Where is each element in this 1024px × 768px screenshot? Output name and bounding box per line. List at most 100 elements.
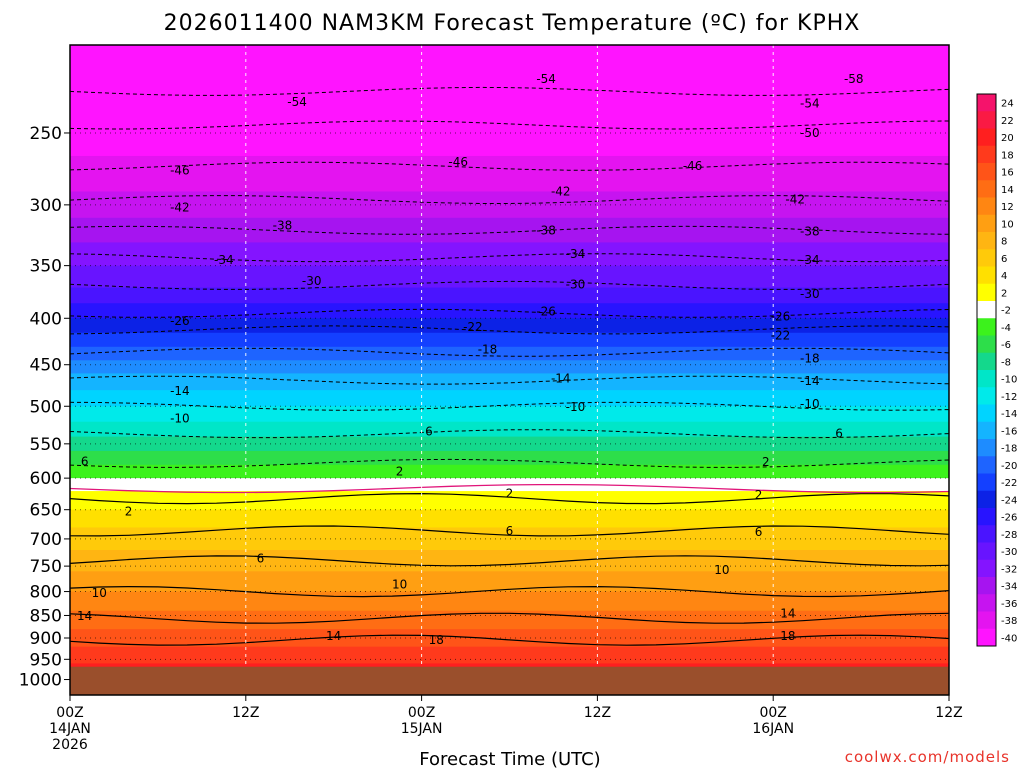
colorbar-label: 8 [1001, 237, 1007, 248]
temperature-band [70, 509, 949, 529]
isotherm-label: -34 [214, 253, 234, 267]
y-tick-label: 600 [30, 469, 62, 489]
y-tick-label: 350 [30, 257, 62, 277]
isotherm-label: -10 [170, 412, 190, 426]
isotherm-label: 14 [780, 607, 795, 621]
colorbar-label: 2 [1001, 288, 1007, 299]
plot-area: -58-54-54 -54-50-46-46 -46-42-42-42-38 -38-… [70, 45, 949, 695]
colorbar-label: 14 [1001, 185, 1014, 196]
y-tick-label: 950 [30, 650, 62, 670]
colorbar-cell [977, 128, 996, 147]
temperature-band [70, 191, 949, 219]
y-tick-label: 450 [30, 356, 62, 376]
isotherm-label: -46 [683, 159, 703, 173]
colorbar-label: -10 [1001, 375, 1017, 386]
x-tick-label: 00Z [56, 705, 83, 721]
colorbar-cell [977, 456, 996, 474]
temperature-band [70, 491, 949, 511]
colorbar-cell [977, 318, 996, 336]
y-tick-label: 650 [30, 501, 62, 521]
temperature-band [70, 45, 949, 118]
colorbar-cell [977, 577, 996, 595]
temperature-band [70, 610, 949, 630]
colorbar-label: 4 [1001, 271, 1007, 282]
temperature-band [70, 629, 949, 648]
isotherm-label: -30 [566, 277, 586, 291]
y-tick-label: 750 [30, 557, 62, 577]
isotherm-label: -42 [551, 184, 571, 198]
temperature-band [70, 373, 949, 391]
temperature-band [70, 346, 949, 361]
x-tick-label: 14JAN [49, 721, 91, 737]
isotherm-label: 6 [835, 427, 843, 441]
isotherm-label: -38 [273, 218, 293, 232]
temperature-bands [70, 45, 949, 695]
isotherm-solid [70, 525, 949, 537]
colorbar-label: -22 [1001, 478, 1017, 489]
colorbar-cell [977, 473, 996, 492]
colorbar-cell [977, 525, 996, 543]
isotherm-label: -10 [800, 397, 820, 411]
isotherm-label: -14 [170, 384, 190, 398]
colorbar-cell [977, 335, 996, 354]
colorbar-label: 20 [1001, 133, 1014, 144]
colorbar-label: -20 [1001, 461, 1017, 472]
temperature-band [70, 406, 949, 423]
colorbar-cell [977, 542, 996, 561]
colorbar-label: 22 [1001, 116, 1014, 127]
colorbar-label: -32 [1001, 564, 1017, 575]
colorbar-cell [977, 490, 996, 509]
isotherm-label: 6 [506, 524, 514, 538]
y-tick-label: 800 [30, 583, 62, 603]
colorbar-label: -12 [1001, 392, 1017, 403]
colorbar-label: -38 [1001, 616, 1017, 627]
colorbar-cell [977, 197, 996, 216]
x-tick-label: 00Z [408, 705, 435, 721]
y-axis-ticks: 250 300 350 400 450 500 550 600 650 700 750 800 850 9… [19, 124, 70, 691]
isotherm-label: -42 [170, 200, 190, 214]
freezing-line [70, 483, 949, 494]
y-tick-label: 500 [30, 397, 62, 417]
colorbar-label: 24 [1001, 99, 1014, 110]
surface-terrain [70, 666, 949, 695]
colorbar-cell [977, 594, 996, 612]
temperature-band [70, 436, 949, 452]
colorbar-cell [977, 145, 996, 164]
isotherm-label: -14 [800, 374, 820, 388]
colorbar-label: -30 [1001, 547, 1017, 558]
colorbar-label: -14 [1001, 409, 1017, 420]
temperature-band [70, 242, 949, 267]
isotherm-label: -14 [551, 371, 571, 385]
isotherm-label: 2 [762, 455, 770, 469]
colorbar-frame [976, 93, 997, 647]
plot-frame [69, 44, 950, 696]
colorbar-cell [977, 266, 996, 285]
x-tick-label: 12Z [584, 705, 611, 721]
isotherm-label: -46 [448, 155, 468, 169]
x-tick-label: 2026 [52, 737, 88, 753]
chart-title: 2026011400 NAM3KM Forecast Temperature (… [164, 11, 861, 36]
colorbar-label: 12 [1001, 202, 1014, 213]
temperature-band [70, 421, 949, 438]
colorbar-cell [977, 232, 996, 250]
temperature-band [70, 591, 949, 612]
colorbar-label: 10 [1001, 219, 1014, 230]
isotherm-label: 10 [714, 563, 729, 577]
isotherm-label: 2 [396, 465, 404, 479]
temperature-band [70, 450, 949, 466]
colorbar-label: -4 [1001, 323, 1011, 334]
isotherm-solid [70, 555, 949, 567]
colorbar-cell [977, 214, 996, 233]
y-tick-label: 900 [30, 629, 62, 649]
colorbar-label: -36 [1001, 599, 1017, 610]
y-tick-label: 300 [30, 196, 62, 216]
isotherm-label: 14 [77, 609, 92, 623]
colorbar-cell [977, 301, 996, 319]
colorbar-label: -28 [1001, 530, 1017, 541]
isotherm-solid [70, 634, 949, 646]
isotherm-label: -18 [800, 352, 820, 366]
x-tick-label: 00Z [759, 705, 786, 721]
colorbar-label: -2 [1001, 306, 1011, 317]
isotherm-label: -26 [170, 314, 190, 328]
credit-link[interactable]: coolwx.com/models [845, 748, 1010, 766]
